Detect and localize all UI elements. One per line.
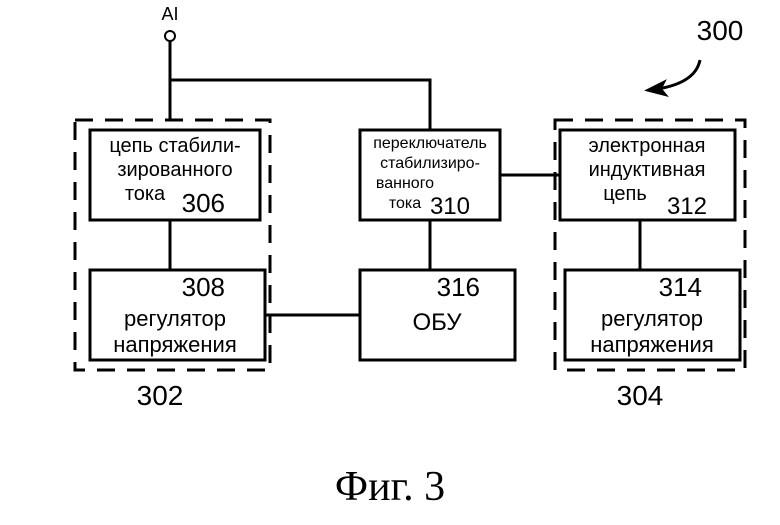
box-308-line-0: регулятор [124,306,226,331]
box-310-line-0: переключатель [373,135,487,152]
figure-caption: Фиг. 3 [335,464,445,510]
box-310-line-1: стабилизиро- [380,155,480,172]
box-306-line-1: зированного [117,159,232,181]
box-314-line-0: регулятор [601,306,703,331]
box-312-line-2: цепь [603,183,647,205]
terminal-label: AI [161,4,178,24]
box-314-line-1: напряжения [590,332,714,357]
box-308-num: 308 [182,272,225,302]
system-arrow [650,60,700,90]
box-310-line-2: ванного [376,175,434,192]
box-306-line-0: цепь стабили- [109,135,240,157]
box-312-line-1: индуктивная [589,159,706,181]
box-310-line-3: тока [389,195,421,212]
box-306-num: 306 [182,188,225,218]
box-310-num: 310 [430,193,470,220]
system-number: 300 [697,15,744,46]
box-314-num: 314 [659,272,702,302]
group-num-302: 302 [137,380,184,411]
wire-0 [170,80,430,130]
box-308-line-1: напряжения [113,332,237,357]
box-316-num: 316 [437,272,480,302]
box-306-line-2: тока [125,183,166,205]
box-312-num: 312 [667,193,707,220]
box-316-line-0: ОБУ [412,309,462,336]
terminal-ring [165,31,175,41]
box-312-line-0: электронная [589,135,706,157]
group-num-304: 304 [617,380,664,411]
